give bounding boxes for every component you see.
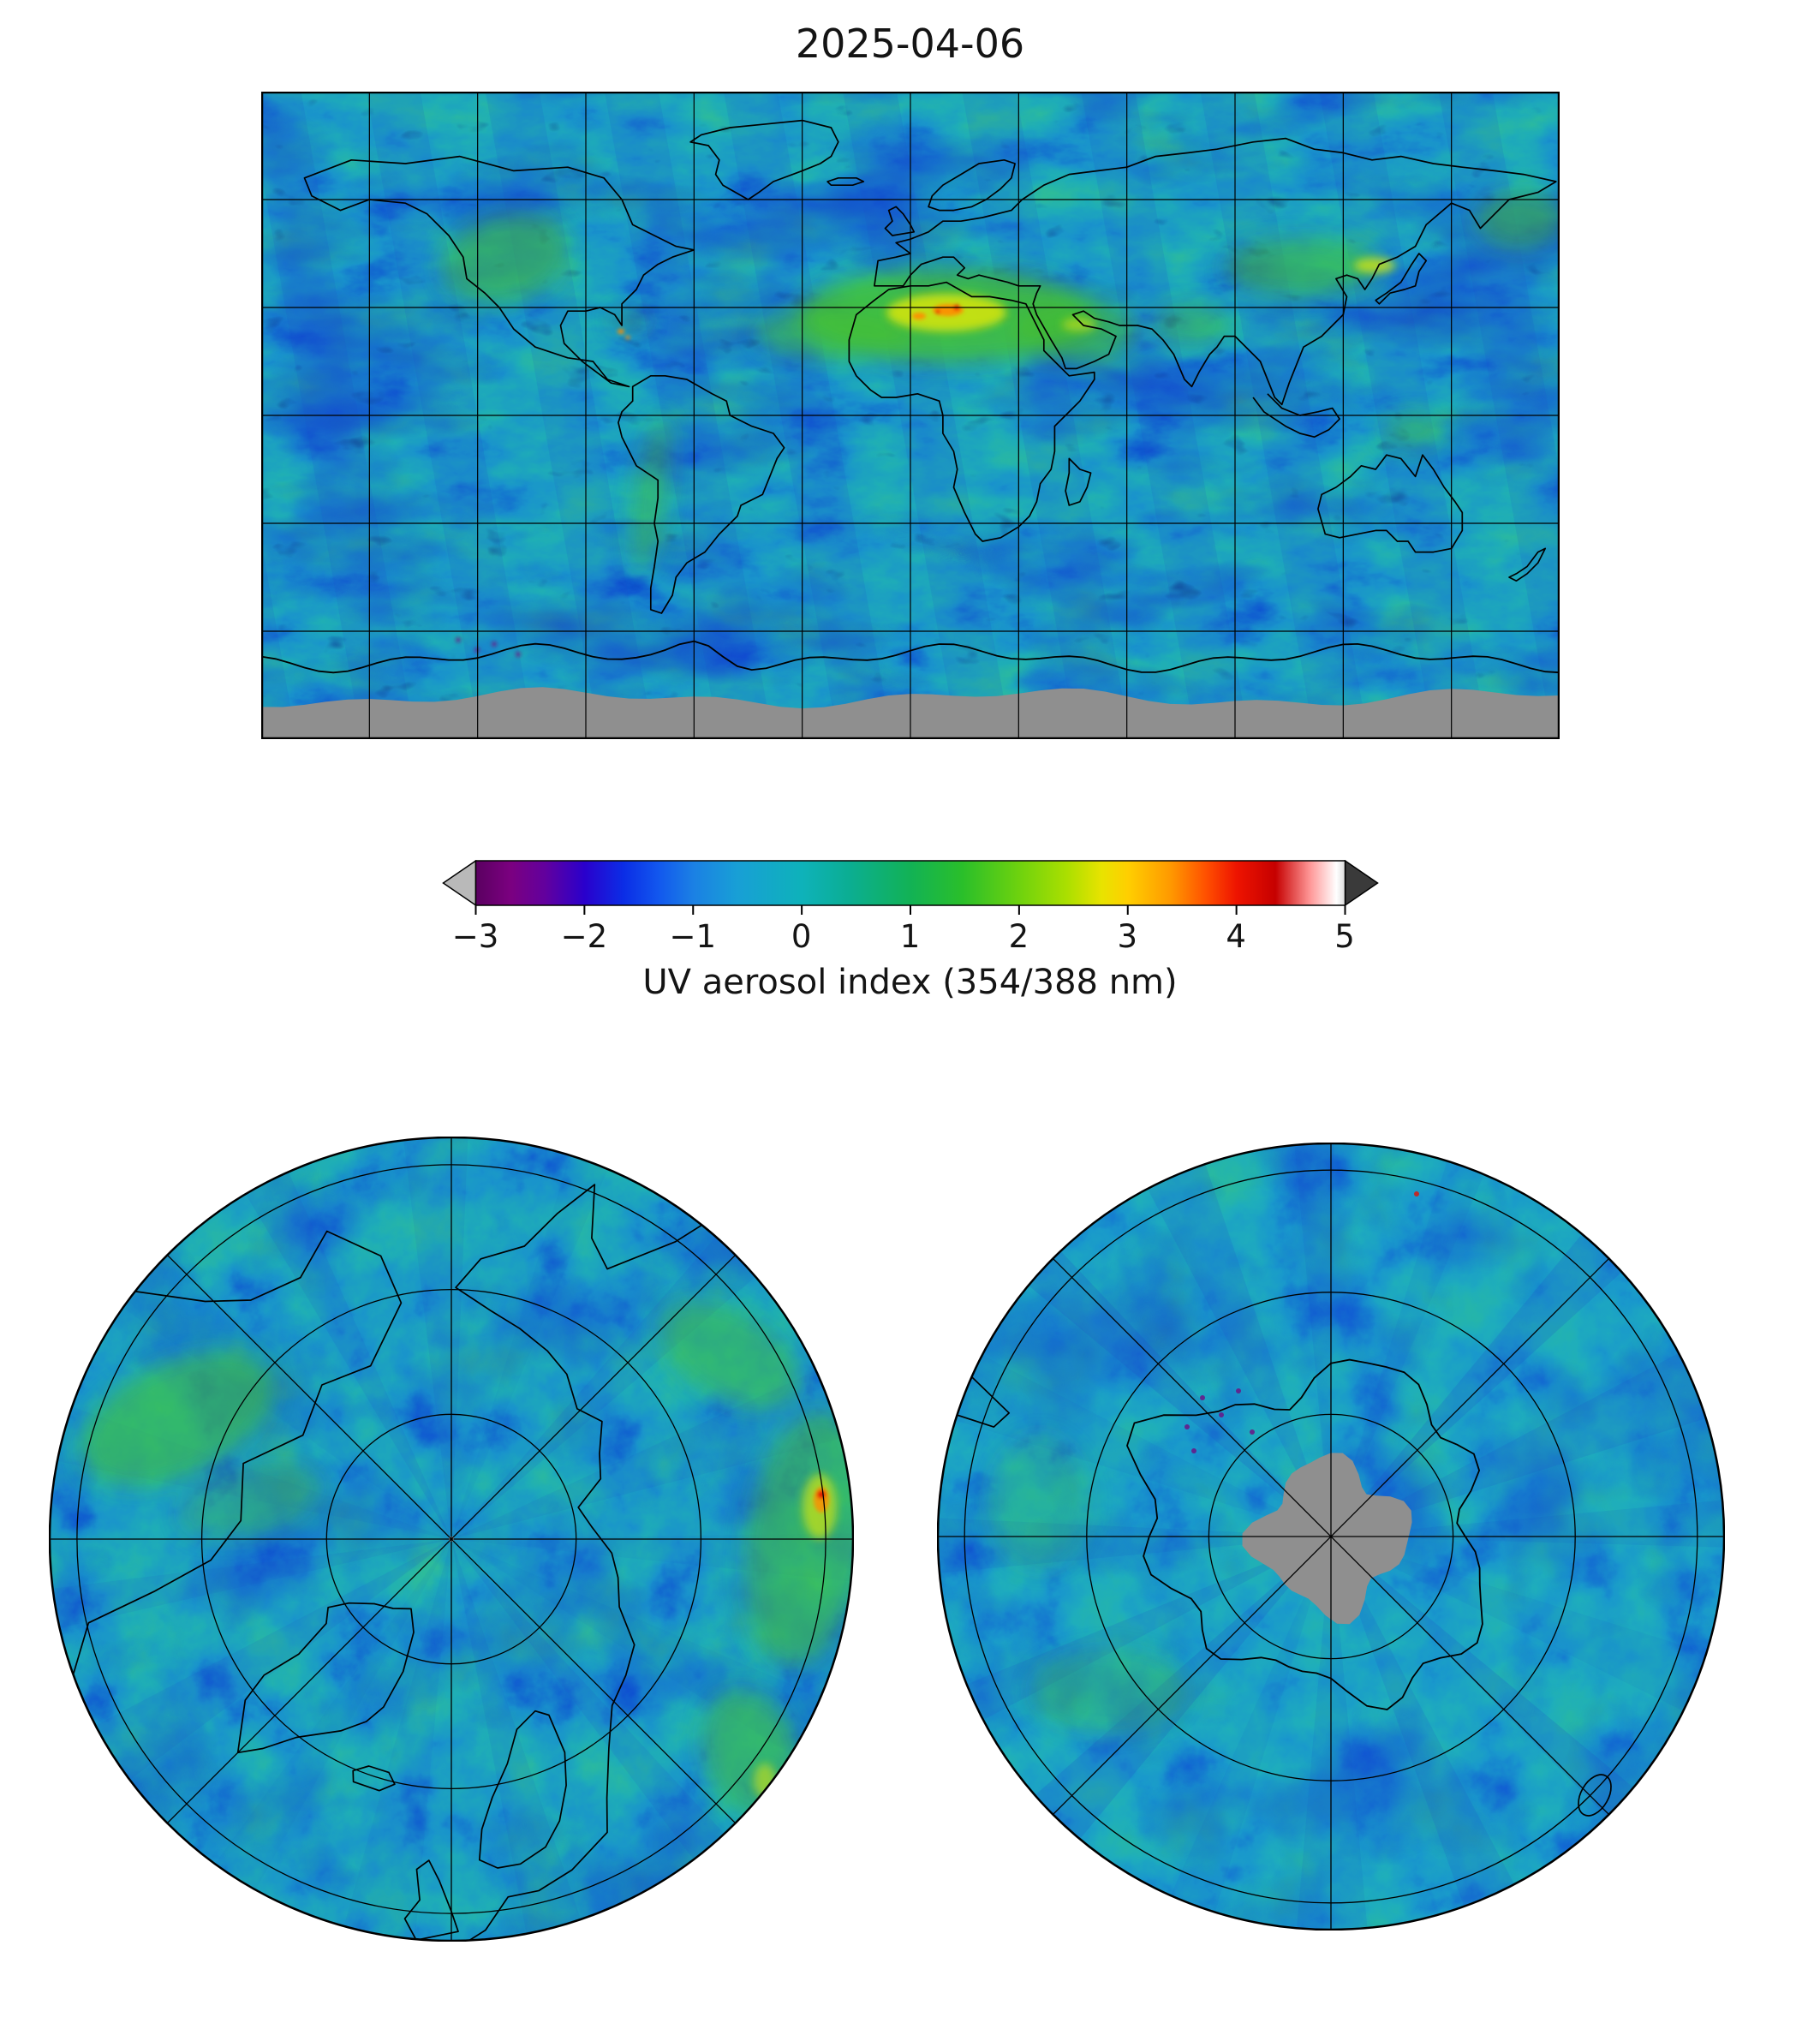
colorbar-tick-label: 3 — [1117, 918, 1138, 955]
colorbar-over-arrow — [1344, 860, 1379, 907]
colorbar-tick-label: 4 — [1226, 918, 1246, 955]
colorbar-tick-label: −2 — [560, 918, 608, 955]
colorbar-tick-label: 0 — [791, 918, 812, 955]
colorbar-tick-label: −3 — [451, 918, 499, 955]
figure-title: 2025-04-06 — [795, 21, 1025, 67]
graticule — [937, 1143, 1725, 1931]
south-polar-map — [937, 1143, 1725, 1931]
colorbar-under-arrow — [441, 860, 476, 907]
colorbar-gradient-bar — [441, 860, 1379, 915]
north-polar-map — [49, 1137, 854, 1942]
colorbar-tick-label: 5 — [1334, 918, 1355, 955]
colorbar: −3 −2 −1 0 1 2 3 4 5 UV aerosol index (3… — [441, 860, 1379, 1002]
colorbar-tick-label: 2 — [1008, 918, 1029, 955]
no-data-gray-disk — [1242, 1453, 1412, 1625]
graticule — [49, 1137, 854, 1942]
colorbar-label: UV aerosol index (354/388 nm) — [642, 963, 1178, 1002]
colorbar-ticks: −3 −2 −1 0 1 2 3 4 5 — [452, 916, 1355, 959]
colorbar-tick-label: 1 — [899, 918, 921, 955]
aerosol-specks — [1184, 1191, 1419, 1453]
graticule — [261, 92, 1560, 739]
global-map — [261, 92, 1560, 739]
colorbar-tick-label: −1 — [669, 918, 717, 955]
